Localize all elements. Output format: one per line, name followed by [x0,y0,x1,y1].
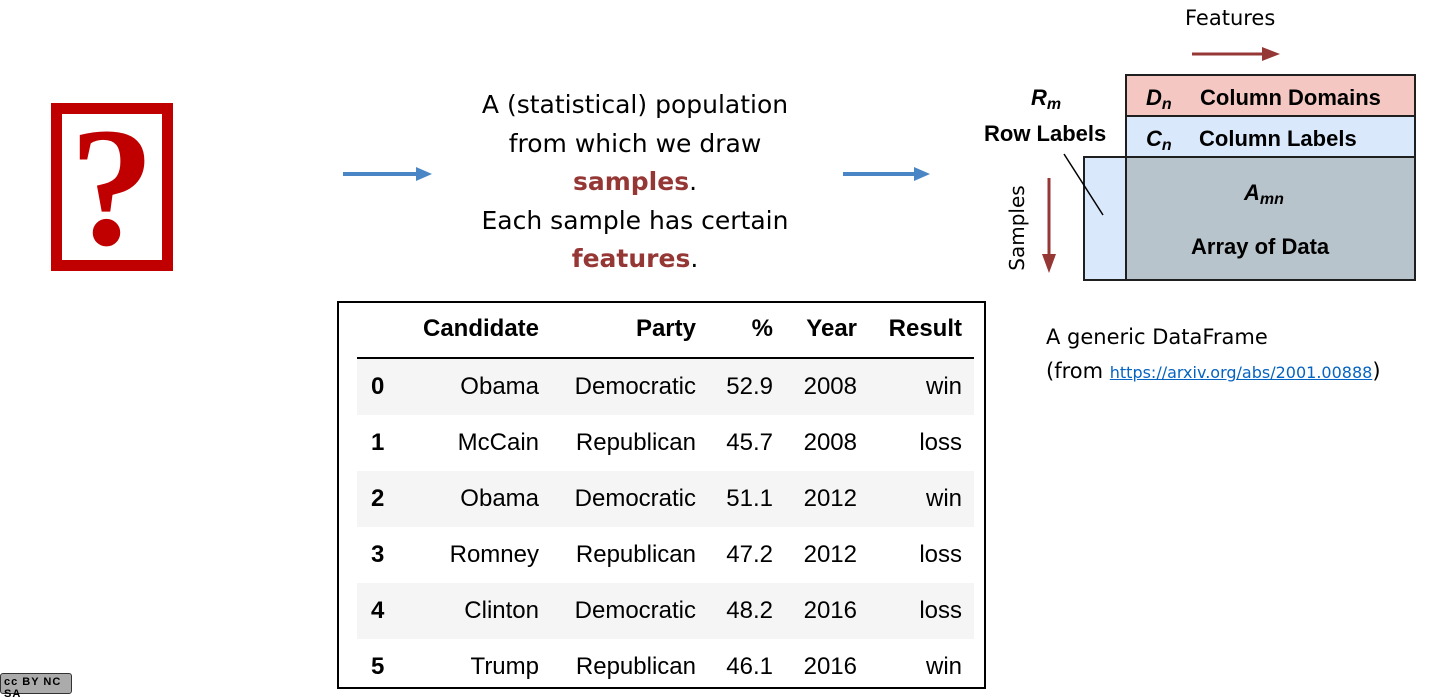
samples-word: samples [572,167,690,196]
features-arrow-icon [1192,47,1280,61]
cell-party: Republican [575,429,696,456]
cell-party: Democratic [574,373,696,400]
cell-percent: 47.2 [726,541,773,568]
dn-letter: D [1146,85,1162,110]
cell-result: win [925,485,962,512]
cell-party: Republican [575,653,696,680]
question-mark-icon: ? [51,93,173,281]
arxiv-link[interactable]: https://arxiv.org/abs/2001.00888 [1109,363,1373,382]
election-table-frame: Candidate Party % Year Result 0 Obama De… [337,301,986,689]
cell-result: win [925,653,962,680]
cell-party: Republican [575,541,696,568]
cell-year: 2016 [803,653,857,680]
cn-subscript: n [1161,137,1172,154]
rm-subscript: m [1046,96,1062,113]
desc-line-1: A (statistical) population [481,90,789,119]
cc-license-text: cc BY NC SA [4,676,62,700]
desc-line-5: features. [455,240,815,279]
column-labels-box [1125,115,1416,158]
desc-line-2: from which we draw [508,128,762,158]
cell-year: 2008 [803,429,857,456]
amn-letter: A [1244,180,1260,205]
header-candidate: Candidate [422,315,539,342]
dataframe-caption: A generic DataFrame (from https://arxiv.… [1046,320,1381,390]
table-row: 5 Trump Republican 46.1 2016 win [357,639,974,695]
amn-symbol: Amn [1244,180,1284,209]
array-of-data-box [1125,156,1416,281]
cell-year: 2012 [803,541,857,568]
row-index: 0 [371,373,385,400]
cell-candidate: Romney [449,541,539,568]
arrow-right-icon [343,167,432,181]
cell-result: loss [919,541,962,568]
row-index: 1 [371,429,385,456]
column-labels-text: Column Labels [1199,126,1357,151]
table-row: 0 Obama Democratic 52.9 2008 win [357,359,974,415]
samples-label: Samples [1005,185,1029,271]
cell-year: 2016 [803,597,857,624]
arrow-right-icon-2 [843,167,930,181]
column-domains-box [1125,74,1416,117]
samples-punct: . [689,167,698,196]
cell-percent: 46.1 [726,653,773,680]
cell-result: win [925,373,962,400]
features-punct: . [690,244,699,273]
features-word: features [571,244,691,273]
row-labels-box [1083,156,1127,281]
table-row: 4 Clinton Democratic 48.2 2016 loss [357,583,974,639]
desc-line-4: Each sample has certain [481,205,789,235]
row-labels-text: Row Labels [984,121,1107,146]
cell-candidate: Trump [470,653,539,680]
row-index: 4 [371,597,385,624]
cell-candidate: Clinton [464,597,539,624]
array-of-data-text: Array of Data [1191,234,1330,259]
cn-letter: C [1146,126,1162,151]
cell-party: Democratic [574,485,696,512]
row-index: 2 [371,485,385,512]
header-percent: % [751,315,773,342]
caption-suffix: ) [1372,359,1381,383]
cc-license-badge: cc BY NC SA [0,673,72,700]
election-table: Candidate Party % Year Result 0 Obama De… [357,303,974,695]
cell-candidate: Obama [460,485,539,512]
dn-symbol: Dn [1146,85,1172,114]
row-index: 5 [371,653,385,680]
table-row: 2 Obama Democratic 51.1 2012 win [357,471,974,527]
cell-candidate: Obama [460,373,539,400]
population-description: A (statistical) population from which we… [455,86,815,279]
leader-line-and-samples-arrow [1042,153,1104,273]
cell-result: loss [919,429,962,456]
cell-percent: 51.1 [726,485,773,512]
caption-line-1: A generic DataFrame [1046,325,1268,349]
cell-party: Democratic [574,597,696,624]
cell-year: 2008 [803,373,857,400]
row-index: 3 [371,541,385,568]
amn-subscript: mn [1259,191,1284,208]
cn-symbol: Cn [1146,126,1172,155]
question-glyph: ? [69,93,155,281]
cell-year: 2012 [803,485,857,512]
header-result: Result [888,315,962,342]
cell-percent: 45.7 [726,429,773,456]
desc-line-3: samples. [455,163,815,202]
caption-line-2: (from https://arxiv.org/abs/2001.00888) [1046,354,1381,390]
table-row: 3 Romney Republican 47.2 2012 loss [357,527,974,583]
dn-subscript: n [1161,96,1172,113]
table-row: 1 McCain Republican 45.7 2008 loss [357,415,974,471]
cell-result: loss [919,597,962,624]
column-domains-text: Column Domains [1200,85,1381,110]
cell-percent: 52.9 [726,373,773,400]
table-header-row: Candidate Party % Year Result [357,303,974,359]
features-label: Features [1185,6,1276,30]
caption-prefix: (from [1046,359,1110,383]
header-party: Party [635,315,696,342]
rm-symbol: Rm [1031,85,1061,114]
header-year: Year [806,315,857,342]
rm-letter: R [1031,85,1047,110]
cell-candidate: McCain [457,429,539,456]
cell-percent: 48.2 [726,597,773,624]
